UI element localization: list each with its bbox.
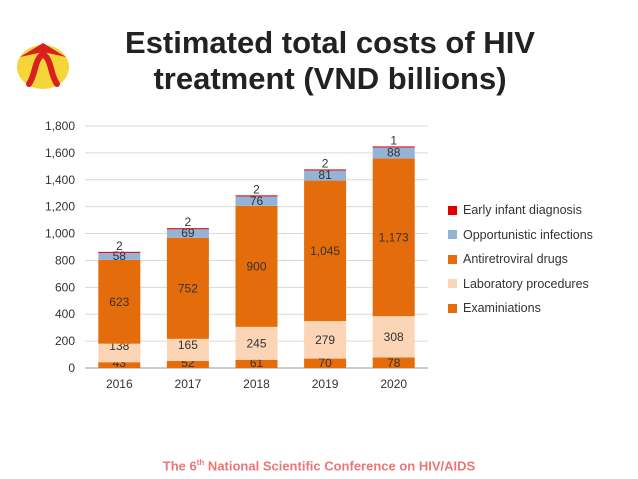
data-label: 900 bbox=[246, 259, 266, 273]
bar-opportunistic bbox=[98, 252, 141, 260]
bar-early_infant bbox=[304, 169, 347, 171]
footer-text-sup: th bbox=[196, 458, 205, 467]
data-label: 623 bbox=[109, 295, 129, 309]
data-label: 245 bbox=[246, 336, 266, 350]
legend-item-opportunistic: Opportunistic infections bbox=[448, 223, 593, 248]
data-label: 308 bbox=[384, 330, 404, 344]
x-tick-label: 2019 bbox=[312, 377, 339, 391]
chart-legend: Early infant diagnosis Opportunistic infe… bbox=[448, 198, 593, 321]
data-label: 1 bbox=[390, 133, 397, 147]
bar-laboratory bbox=[304, 321, 347, 359]
legend-swatch bbox=[448, 279, 457, 289]
y-tick-label: 800 bbox=[55, 253, 75, 267]
legend-label: Opportunistic infections bbox=[463, 227, 593, 242]
bar-early_infant bbox=[372, 146, 415, 148]
bar-early_infant bbox=[98, 251, 141, 253]
legend-item-early_infant: Early infant diagnosis bbox=[448, 198, 593, 223]
legend-label: Examiniations bbox=[463, 301, 541, 316]
data-label: 78 bbox=[387, 356, 401, 370]
bar-antiretroviral bbox=[235, 205, 278, 327]
data-label: 70 bbox=[318, 356, 332, 370]
x-tick-label: 2020 bbox=[380, 377, 407, 391]
y-tick-label: 0 bbox=[68, 361, 75, 375]
y-tick-label: 1,800 bbox=[45, 119, 75, 133]
data-label: 2 bbox=[185, 215, 192, 229]
chart-title-line1: Estimated total costs of HIV bbox=[125, 25, 535, 60]
bar-examinations bbox=[235, 359, 278, 368]
bar-examinations bbox=[372, 357, 415, 368]
x-tick-label: 2017 bbox=[175, 377, 202, 391]
red-ribbon-icon bbox=[26, 51, 60, 87]
data-label: 69 bbox=[181, 226, 195, 240]
bar-laboratory bbox=[372, 316, 415, 358]
bar-laboratory bbox=[166, 338, 209, 362]
bar-early_infant bbox=[235, 195, 278, 197]
bar-examinations bbox=[304, 358, 347, 368]
legend-swatch bbox=[448, 230, 457, 240]
data-label: 1,045 bbox=[310, 244, 340, 258]
bar-laboratory bbox=[235, 326, 278, 360]
y-tick-label: 400 bbox=[55, 307, 75, 321]
data-label: 2 bbox=[253, 182, 260, 196]
legend-swatch bbox=[448, 205, 457, 215]
bar-examinations bbox=[166, 361, 209, 368]
data-label: 2 bbox=[116, 239, 123, 253]
bar-opportunistic bbox=[372, 146, 415, 159]
data-label: 2 bbox=[322, 156, 329, 170]
legend-swatch bbox=[448, 254, 457, 264]
legend-label: Laboratory procedures bbox=[463, 276, 589, 291]
bar-opportunistic bbox=[304, 169, 347, 181]
chart-title-line2: treatment (VND billions) bbox=[153, 61, 507, 96]
data-label: 165 bbox=[178, 338, 198, 352]
bar-early_infant bbox=[166, 228, 209, 230]
x-tick-label: 2018 bbox=[243, 377, 270, 391]
conference-footer: The 6th National Scientific Conference o… bbox=[0, 458, 638, 473]
logo-roof-icon bbox=[20, 43, 66, 57]
y-tick-label: 600 bbox=[55, 280, 75, 294]
bar-antiretroviral bbox=[166, 237, 209, 339]
x-tick-label: 2016 bbox=[106, 377, 133, 391]
bar-antiretroviral bbox=[372, 158, 415, 317]
data-label: 1,173 bbox=[379, 230, 409, 244]
hiv-conference-logo bbox=[17, 43, 69, 89]
legend-item-laboratory: Laboratory procedures bbox=[448, 272, 593, 297]
bar-laboratory bbox=[98, 343, 141, 363]
bar-opportunistic bbox=[235, 195, 278, 206]
y-tick-label: 1,600 bbox=[45, 146, 75, 160]
footer-text-post: National Scientific Conference on HIV/AI… bbox=[204, 458, 476, 474]
data-label: 279 bbox=[315, 333, 335, 347]
data-label: 88 bbox=[387, 145, 401, 159]
bar-opportunistic bbox=[166, 228, 209, 238]
legend-item-examinations: Examiniations bbox=[448, 296, 593, 321]
y-tick-label: 1,200 bbox=[45, 200, 75, 214]
footer-text-pre: The 6 bbox=[162, 458, 197, 474]
y-tick-label: 200 bbox=[55, 334, 75, 348]
data-label: 752 bbox=[178, 281, 198, 295]
legend-swatch bbox=[448, 303, 457, 313]
bar-antiretroviral bbox=[304, 180, 347, 322]
y-tick-label: 1,400 bbox=[45, 173, 75, 187]
legend-item-antiretroviral: Antiretroviral drugs bbox=[448, 247, 593, 272]
data-label: 81 bbox=[318, 168, 332, 182]
legend-label: Early infant diagnosis bbox=[463, 203, 582, 218]
y-tick-label: 1,000 bbox=[45, 227, 75, 241]
data-label: 76 bbox=[250, 194, 264, 208]
bar-antiretroviral bbox=[98, 259, 141, 344]
bar-examinations bbox=[98, 362, 141, 368]
legend-label: Antiretroviral drugs bbox=[463, 252, 568, 267]
